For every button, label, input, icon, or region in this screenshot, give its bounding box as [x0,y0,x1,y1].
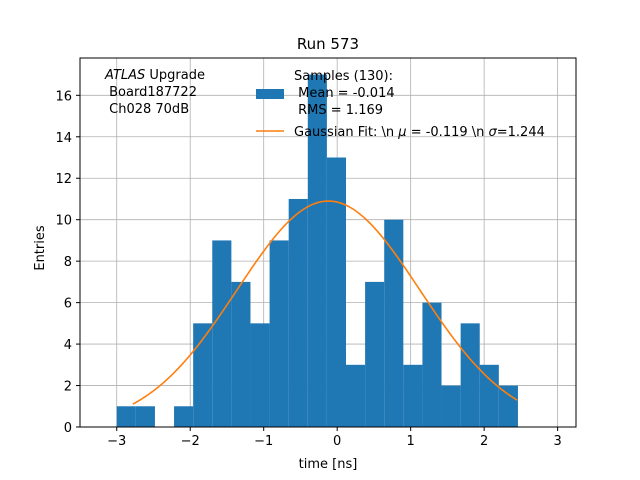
legend-histogram-line-1: Samples (130): [294,69,393,84]
y-tick-label: 6 [64,297,72,312]
y-tick-label: 2 [64,380,72,395]
y-tick-label: 8 [64,255,72,270]
legend-fit-label: Gaussian Fit: \n μ = -0.119 \n σ=1.244 [294,125,545,140]
chart-title: Run 573 [297,35,359,53]
histogram-bar [116,406,136,427]
annotation-line-3: Ch028 70dB [105,102,189,117]
legend: Samples (130): Mean = -0.014 RMS = 1.169… [256,69,545,140]
histogram-bar [212,240,232,427]
y-tick-label: 4 [64,338,72,353]
histogram-bar [307,74,327,428]
x-tick-label: 0 [333,434,341,449]
y-tick-label: 16 [55,89,72,104]
annotation-line-1: ATLAS Upgrade [104,68,205,83]
histogram-bars [116,74,518,428]
y-tick-label: 12 [55,172,72,187]
y-tick-label: 14 [55,131,72,146]
y-axis-title: Entries [33,225,48,271]
histogram-bar [326,157,347,427]
y-tick-label: 10 [55,214,72,229]
histogram-bar [346,364,366,427]
axes-frame [79,57,577,428]
legend-histogram-swatch [256,89,284,99]
x-tick-label: −3 [107,434,126,449]
histogram-bar [479,364,499,427]
x-axis-title: time [ns] [299,457,358,472]
annotation-line-2: Board187722 [105,85,197,100]
histogram-bar [269,240,289,427]
x-tick-label: 1 [407,434,415,449]
histogram-bar [384,219,404,427]
histogram-bar [250,323,270,427]
y-tick-label: 0 [64,421,72,436]
histogram-bar [498,385,518,427]
gaussian-fit-curve [132,200,518,405]
histogram-bar [441,385,461,427]
histogram-bar [193,323,213,427]
histogram-bar [135,406,155,427]
x-tick-label: −2 [181,434,200,449]
histogram-bar [288,198,308,427]
atlas-annotation: ATLAS Upgrade Board187722 Ch028 70dB [104,68,205,117]
x-tick-label: −1 [254,434,273,449]
histogram-bar [174,406,194,427]
histogram-bar [231,281,251,427]
histogram-bar [403,364,423,427]
legend-histogram-line-2: Mean = -0.014 [294,86,395,101]
histogram-bar [460,323,480,427]
x-tick-label: 2 [480,434,488,449]
histogram-bar [365,281,385,427]
legend-histogram-line-3: RMS = 1.169 [294,103,383,118]
histogram-bar [422,302,442,427]
x-tick-label: 3 [553,434,561,449]
